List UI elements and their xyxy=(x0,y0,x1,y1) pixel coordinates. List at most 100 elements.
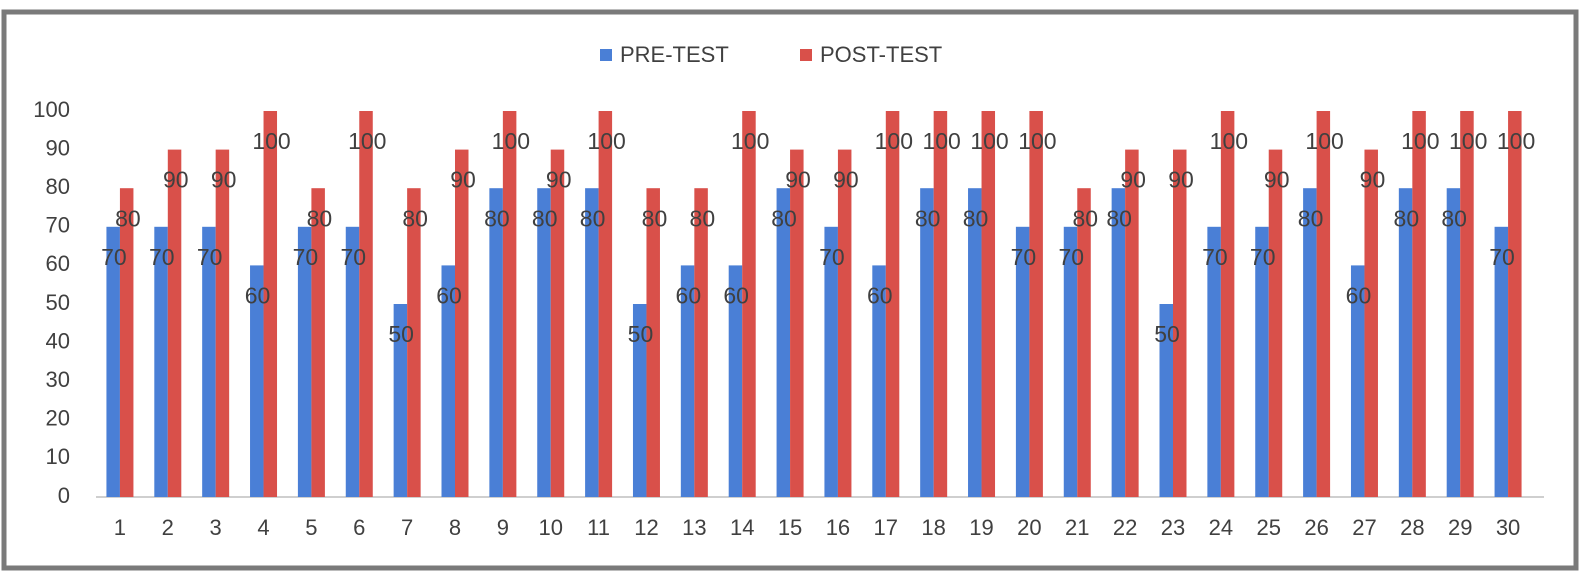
data-label: 100 xyxy=(875,128,913,154)
bar xyxy=(106,226,120,498)
bar xyxy=(981,111,996,497)
data-label: 60 xyxy=(676,282,702,308)
bar xyxy=(1207,226,1221,498)
data-label: 90 xyxy=(211,167,237,193)
data-label: 90 xyxy=(833,167,859,193)
x-tick-label: 24 xyxy=(1209,515,1233,540)
bar xyxy=(1125,149,1139,497)
x-tick-label: 9 xyxy=(497,515,509,540)
bar xyxy=(1255,226,1269,498)
bar xyxy=(455,149,469,497)
bar xyxy=(393,304,408,497)
data-label: 60 xyxy=(723,282,749,308)
data-label: 90 xyxy=(1168,167,1194,193)
bar xyxy=(1063,226,1078,498)
y-tick-label: 40 xyxy=(46,328,70,353)
data-label: 80 xyxy=(1298,205,1324,231)
bar xyxy=(1364,149,1378,497)
bar xyxy=(1412,111,1426,497)
x-tick-label: 19 xyxy=(969,515,993,540)
y-tick-label: 10 xyxy=(46,444,70,469)
y-tick-label: 30 xyxy=(46,367,70,392)
data-label: 60 xyxy=(1346,282,1372,308)
data-label: 60 xyxy=(436,282,462,308)
bar xyxy=(550,149,565,497)
bar xyxy=(407,188,421,497)
x-tick-label: 27 xyxy=(1352,515,1376,540)
x-tick-label: 7 xyxy=(401,515,413,540)
data-label: 90 xyxy=(163,167,189,193)
y-tick-label: 70 xyxy=(46,213,70,238)
data-label: 70 xyxy=(1489,244,1515,270)
data-label: 80 xyxy=(484,205,510,231)
data-label: 80 xyxy=(1072,205,1098,231)
data-label: 80 xyxy=(1106,205,1132,231)
data-label: 90 xyxy=(450,167,476,193)
data-label: 70 xyxy=(149,244,175,270)
data-label: 70 xyxy=(1202,244,1228,270)
x-tick-label: 28 xyxy=(1400,515,1424,540)
data-label: 80 xyxy=(580,205,606,231)
x-tick-label: 2 xyxy=(162,515,174,540)
legend-swatch xyxy=(800,49,812,61)
bar xyxy=(1268,149,1283,497)
data-label: 90 xyxy=(1120,167,1146,193)
bar xyxy=(1494,226,1509,498)
data-label: 80 xyxy=(1441,205,1467,231)
bar xyxy=(250,265,264,497)
y-tick-label: 100 xyxy=(33,97,70,122)
x-tick-label: 21 xyxy=(1065,515,1089,540)
bar xyxy=(1159,304,1173,497)
bar xyxy=(537,188,551,497)
data-label: 80 xyxy=(1394,205,1420,231)
bar xyxy=(1015,226,1030,498)
data-label: 100 xyxy=(1449,128,1487,154)
bar xyxy=(632,304,647,497)
x-tick-label: 6 xyxy=(353,515,365,540)
data-label: 70 xyxy=(293,244,319,270)
x-tick-label: 3 xyxy=(210,515,222,540)
x-tick-label: 16 xyxy=(826,515,850,540)
bar xyxy=(1460,111,1474,497)
data-label: 80 xyxy=(642,205,668,231)
legend-label: POST-TEST xyxy=(820,42,942,67)
bar xyxy=(933,111,948,497)
data-label: 90 xyxy=(1264,167,1290,193)
x-tick-label: 23 xyxy=(1161,515,1185,540)
data-label: 50 xyxy=(628,321,654,347)
x-tick-label: 20 xyxy=(1017,515,1041,540)
data-label: 70 xyxy=(101,244,127,270)
bar xyxy=(742,111,756,497)
y-tick-label: 80 xyxy=(46,174,70,199)
data-label: 100 xyxy=(970,128,1008,154)
bar xyxy=(598,111,613,497)
bar xyxy=(920,188,934,497)
bar xyxy=(1111,188,1126,497)
data-label: 70 xyxy=(819,244,845,270)
data-label: 100 xyxy=(1497,128,1535,154)
data-label: 70 xyxy=(1058,244,1084,270)
bar xyxy=(872,265,886,497)
bar xyxy=(1173,149,1187,497)
data-label: 70 xyxy=(1250,244,1276,270)
y-tick-label: 20 xyxy=(46,406,70,431)
bar xyxy=(263,111,278,497)
data-label: 80 xyxy=(402,205,428,231)
y-tick-label: 60 xyxy=(46,251,70,276)
data-label: 100 xyxy=(1018,128,1056,154)
bar xyxy=(1508,111,1522,497)
x-tick-label: 30 xyxy=(1496,515,1520,540)
x-tick-label: 4 xyxy=(257,515,269,540)
data-label: 70 xyxy=(340,244,366,270)
bar xyxy=(1446,188,1461,497)
bar xyxy=(1398,188,1413,497)
y-tick-label: 90 xyxy=(46,135,70,160)
bar xyxy=(297,226,312,498)
bar xyxy=(885,111,900,497)
x-tick-label: 18 xyxy=(921,515,945,540)
bar xyxy=(489,188,503,497)
data-label: 60 xyxy=(245,282,271,308)
x-tick-label: 1 xyxy=(114,515,126,540)
bar xyxy=(359,111,373,497)
